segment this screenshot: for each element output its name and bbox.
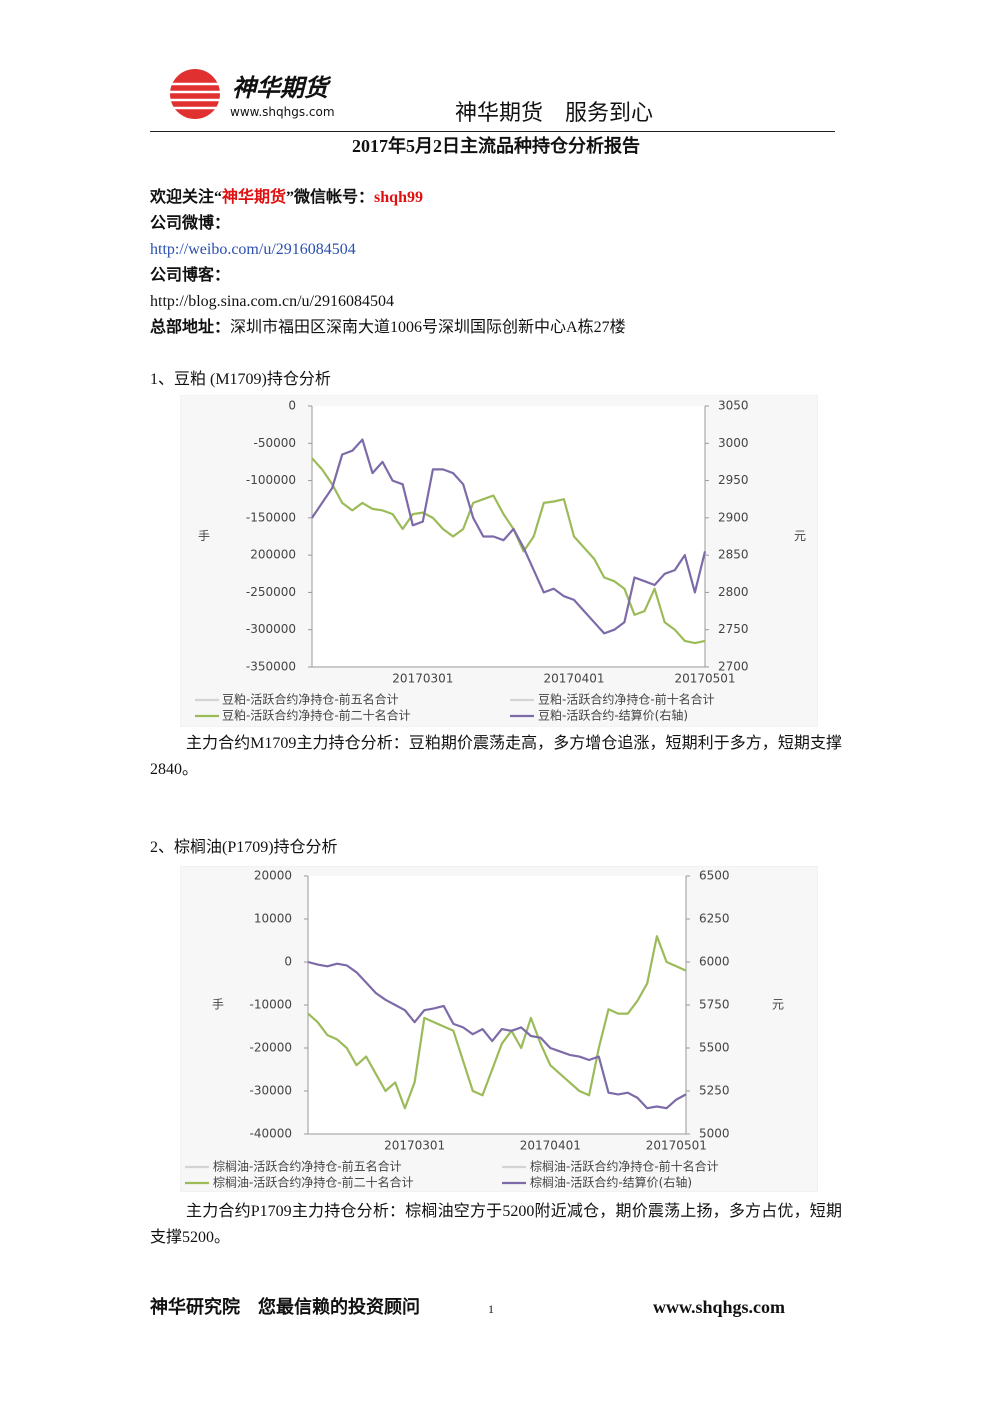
section-heading: 2、棕榈油(P1709)持仓分析: [150, 839, 338, 856]
weibo-label: 公司微博：: [150, 215, 231, 232]
y-tick-label: 10000: [254, 912, 292, 926]
y2-tick-label: 6000: [699, 955, 730, 969]
wechat-line: 欢迎关注“神华期货”微信帐号：shqh99: [150, 185, 423, 211]
y2-tick-label: 3050: [718, 399, 749, 413]
legend-label: 豆粕-活跃合约净持仓-前五名合计: [222, 692, 399, 707]
y-tick-label: -300000: [246, 622, 296, 636]
x-tick-label: 20170501: [646, 1139, 707, 1153]
y-tick-label: 20000: [254, 869, 292, 883]
slogan: 神华期货 服务到心: [455, 101, 654, 126]
logo-mark: [170, 69, 220, 119]
legend-label: 豆粕-活跃合约净持仓-前二十名合计: [222, 708, 411, 723]
chart: 0 -50000 -100000 -150000 200000 -250000 -30000…: [180, 395, 818, 727]
y-axis-title: 手: [198, 529, 210, 543]
series-line: [311, 457, 706, 645]
series-line: [311, 438, 707, 635]
y-tick-label: -50000: [253, 436, 296, 450]
y2-tick-label: 5500: [699, 1041, 730, 1055]
y-tick-label: -10000: [249, 998, 292, 1012]
logo-url: www.shqhgs.com: [230, 105, 335, 119]
legend-label: 棕榈油-活跃合约净持仓-前二十名合计: [213, 1175, 414, 1190]
x-tick-label: 20170501: [674, 672, 735, 686]
page-number: 1: [488, 1302, 494, 1316]
series-line: [307, 935, 687, 1110]
legend-label: 棕榈油-活跃合约净持仓-前十名合计: [530, 1159, 719, 1174]
y-tick-label: -350000: [246, 660, 296, 674]
legend-label: 棕榈油-活跃合约-结算价(右轴): [530, 1175, 692, 1190]
y2-axis-title: 元: [794, 529, 806, 543]
y2-tick-label: 6500: [699, 869, 730, 883]
analysis: 主力合约P1709主力持仓分析：棕榈油空方于5200附近减仓，期价震荡上扬，多方…: [150, 1203, 842, 1246]
header-rule: [150, 131, 835, 132]
legend-label: 豆粕-活跃合约-结算价(右轴): [538, 708, 688, 723]
y2-axis-title: 元: [772, 998, 784, 1012]
blog-url: http://blog.sina.com.cn/u/2916084504: [150, 293, 394, 310]
y2-tick-label: 2750: [718, 622, 749, 636]
y-tick-label: -20000: [249, 1041, 292, 1055]
footer-left: 神华研究院 您最信赖的投资顾问: [150, 1297, 420, 1317]
x-tick-label: 20170401: [543, 672, 604, 686]
x-tick-label: 20170301: [392, 672, 453, 686]
address: 深圳市福田区深南大道1006号深圳国际创新中心A栋27楼: [230, 319, 626, 336]
y-tick-label: -40000: [249, 1127, 292, 1141]
plot-area: [308, 876, 686, 1134]
y-tick-label: -150000: [246, 510, 296, 524]
y2-tick-label: 3000: [718, 436, 749, 450]
x-tick-label: 20170301: [384, 1139, 445, 1153]
footer-url: www.shqhgs.com: [653, 1297, 786, 1317]
wechat-name: 神华期货: [222, 189, 287, 206]
section-heading: 1、豆粕 (M1709)持仓分析: [150, 371, 331, 388]
y-tick-label: 200000: [250, 548, 296, 562]
y2-tick-label: 5250: [699, 1084, 730, 1098]
y2-tick-label: 2700: [718, 660, 749, 674]
logo-name: 神华期货: [232, 74, 328, 102]
analysis: 主力合约M1709主力持仓分析：豆粕期价震荡走高，多方增仓追涨，短期利于多方，短…: [150, 735, 842, 778]
y-tick-label: -30000: [249, 1084, 292, 1098]
series-line: [307, 960, 687, 1110]
y2-tick-label: 2950: [718, 473, 749, 487]
address-label: 总部地址：: [150, 319, 231, 336]
legend-label: 豆粕-活跃合约净持仓-前十名合计: [538, 692, 715, 707]
y2-tick-label: 2800: [718, 585, 749, 599]
blog-label: 公司博客：: [150, 267, 231, 284]
y2-tick-label: 5000: [699, 1127, 730, 1141]
y-tick-label: -100000: [246, 473, 296, 487]
y-tick-label: 0: [288, 399, 296, 413]
y-tick-label: -250000: [246, 585, 296, 599]
y2-tick-label: 5750: [699, 998, 730, 1012]
y2-tick-label: 6250: [699, 912, 730, 926]
y2-tick-label: 2850: [718, 548, 749, 562]
address-line: 总部地址：深圳市福田区深南大道1006号深圳国际创新中心A栋27楼: [150, 315, 626, 341]
wechat-id: shqh99: [374, 189, 423, 206]
report-title: 2017年5月2日主流品种持仓分析报告: [352, 136, 640, 156]
chart: 20000 10000 0 -10000 -20000 -30000 -40000 6500 6…: [180, 866, 818, 1192]
x-tick-label: 20170401: [520, 1139, 581, 1153]
y-axis-title: 手: [212, 998, 224, 1012]
plot-area: [312, 406, 705, 667]
y2-tick-label: 2900: [718, 510, 749, 524]
weibo-link[interactable]: http://weibo.com/u/2916084504: [150, 241, 356, 258]
y-tick-label: 0: [284, 955, 292, 969]
legend-label: 棕榈油-活跃合约净持仓-前五名合计: [213, 1159, 402, 1174]
text: 欢迎关注“: [150, 189, 223, 206]
text: ”微信帐号：: [286, 189, 375, 206]
